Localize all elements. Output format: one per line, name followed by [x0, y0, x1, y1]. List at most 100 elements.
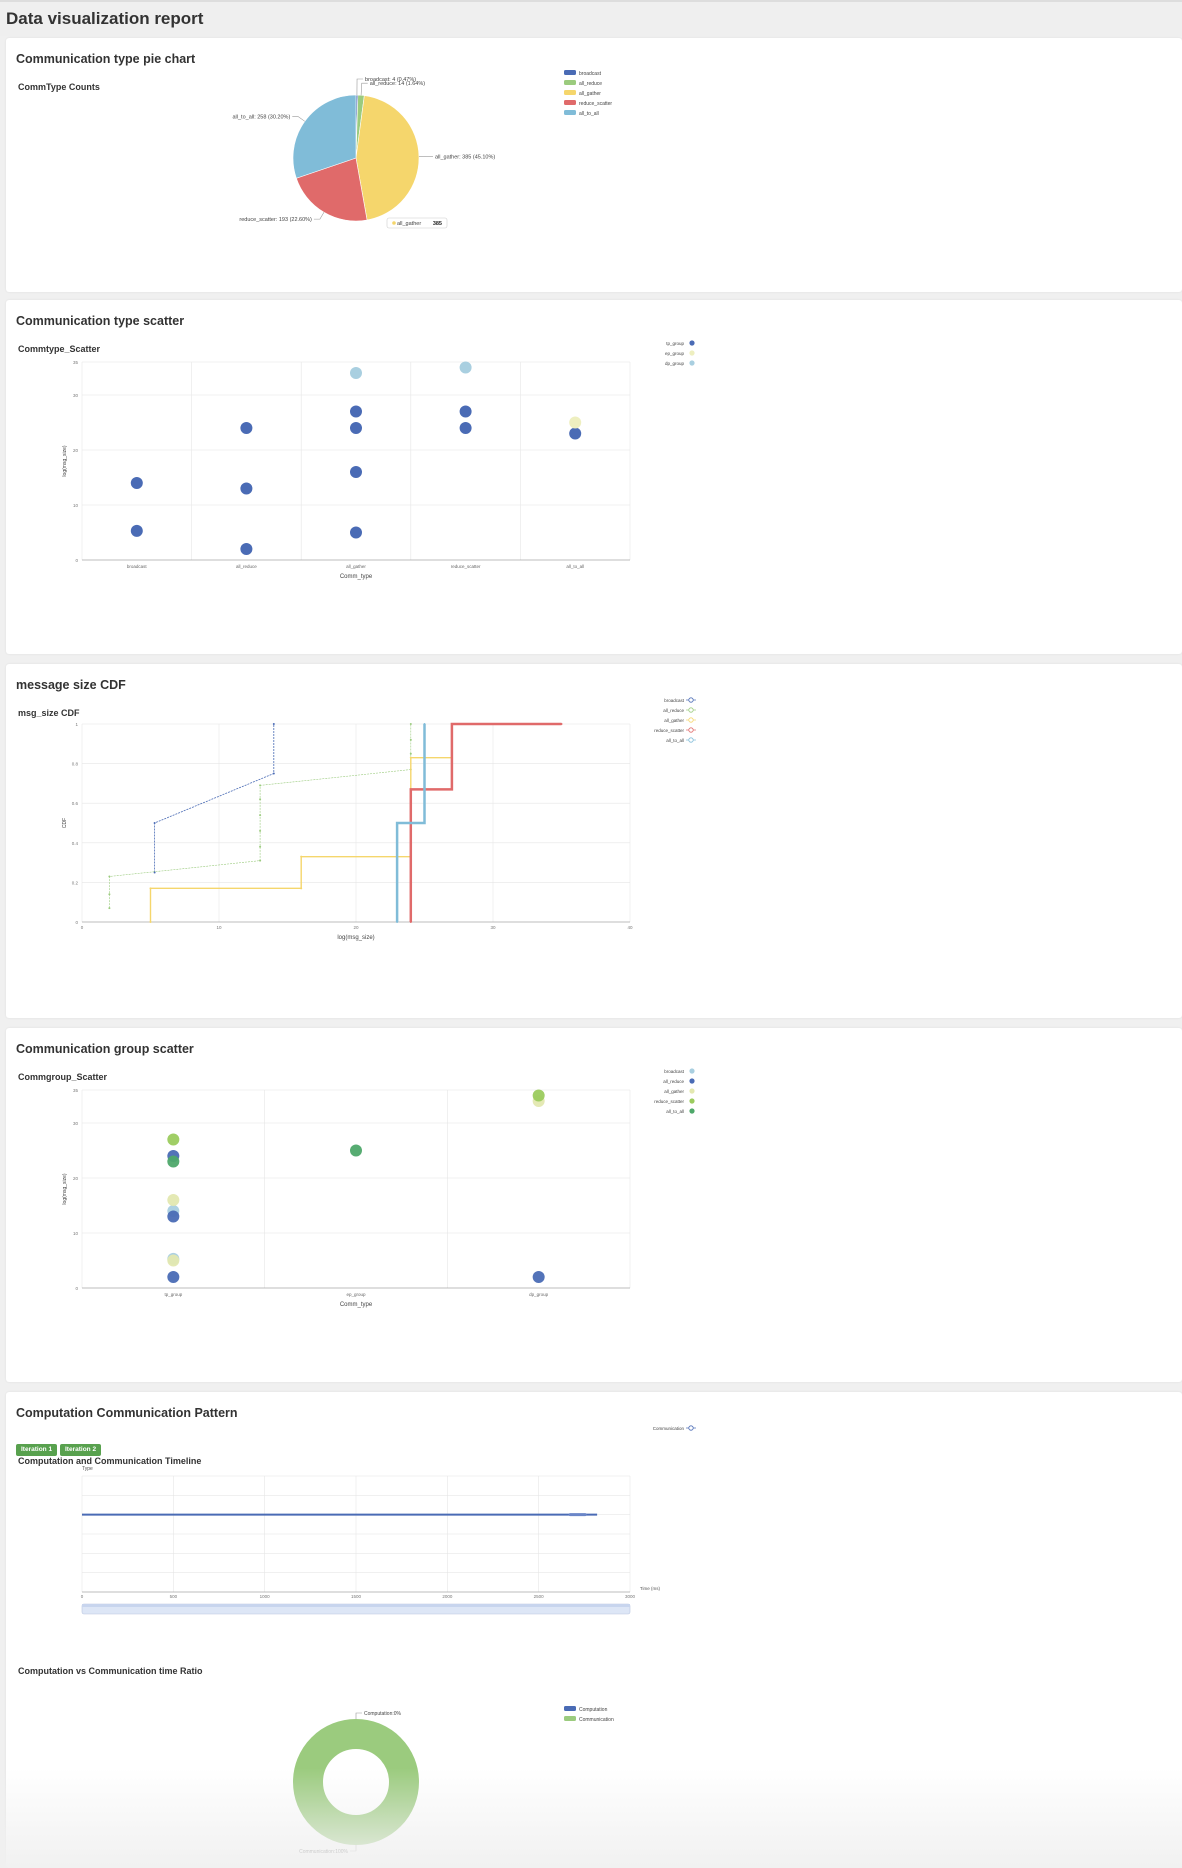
- iteration-2-button[interactable]: Iteration 2: [60, 1444, 102, 1456]
- scatter1-xtick: all_to_all: [566, 564, 584, 569]
- scatter1-xtick: broadcast: [127, 564, 148, 569]
- scatter2-point-all_reduce[interactable]: [167, 1210, 180, 1223]
- msg-size-cdf-chart[interactable]: 00.20.40.60.810 10 20 30 40log(msg_size)CDFb…: [6, 664, 1182, 1018]
- type-scatter-card: Communication type scatter Commtype_Scat…: [6, 300, 1182, 654]
- timeline-yaxis-name: Type: [82, 1466, 93, 1472]
- scatter1-ytick: 10: [73, 503, 79, 508]
- scatter1-point-ep_group[interactable]: [569, 416, 582, 429]
- cdf-ylabel: CDF: [62, 818, 68, 828]
- donut-label-line: [350, 1845, 357, 1852]
- cdf-line-all_gather[interactable]: [149, 723, 548, 922]
- cdf-point-all_to_all: [396, 822, 399, 824]
- scatter2-xtick: tp_group: [164, 1292, 182, 1297]
- comm-type-pie-chart[interactable]: broadcast: 4 (0.47%)all_reduce: 14 (1.64…: [6, 38, 1182, 292]
- comm-type-scatter-chart[interactable]: 0 10 20 30 35 broadcast all_reduce all_gather re…: [6, 300, 1182, 654]
- group-scatter-card: Communication group scatter Commgroup_Sc…: [6, 1028, 1182, 1382]
- scatter1-point-dp_group[interactable]: [350, 367, 362, 379]
- pie-legend-swatch: [564, 110, 576, 115]
- cdf-point-all_reduce: [409, 723, 412, 725]
- pie-tooltip: [386, 217, 448, 229]
- scatter2-ytick: 10: [73, 1231, 79, 1236]
- cdf-point-all_reduce: [259, 814, 262, 817]
- scatter2-legend-label: broadcast: [664, 1069, 685, 1074]
- pie-slice-all_gather[interactable]: [355, 95, 420, 221]
- scatter1-point-tp_group[interactable]: [459, 405, 472, 418]
- cdf-xtick: 10: [216, 925, 222, 930]
- cdf-point-all_gather: [300, 887, 303, 890]
- cdf-ytick: 1: [75, 722, 78, 727]
- cdf-point-reduce_scatter: [450, 788, 453, 791]
- ratio-title: Computation vs Communication time Ratio: [18, 1666, 203, 1676]
- scatter2-legend-dot: [689, 1098, 695, 1104]
- cdf-xlabel: log(msg_size): [337, 935, 374, 941]
- scatter2-ytick: 30: [73, 1121, 79, 1126]
- scatter1-point-tp_group[interactable]: [569, 427, 582, 440]
- scatter1-point-tp_group[interactable]: [350, 466, 362, 478]
- pie-chart-subtitle: CommType Counts: [18, 82, 100, 92]
- scatter2-point-reduce_scatter[interactable]: [532, 1089, 545, 1102]
- scatter1-point-tp_group[interactable]: [240, 482, 253, 495]
- pie-legend-swatch: [564, 70, 576, 75]
- pie-legend-label: broadcast: [579, 71, 602, 77]
- cdf-point-all_reduce: [259, 784, 262, 787]
- donut-label-line: [355, 1712, 362, 1719]
- scatter1-point-tp_group[interactable]: [130, 477, 143, 489]
- scatter1-point-tp_group[interactable]: [240, 543, 253, 555]
- donut-slice-Communication[interactable]: [293, 1719, 419, 1845]
- pie-tooltip-name: all_gather: [397, 221, 421, 227]
- cdf-line-broadcast[interactable]: [154, 724, 275, 873]
- scatter2-point-all_reduce[interactable]: [532, 1271, 545, 1283]
- cdf-line-reduce_scatter[interactable]: [409, 722, 562, 922]
- scatter2-legend-label: reduce_scatter: [654, 1099, 684, 1104]
- pie-legend-label: all_reduce: [579, 81, 602, 87]
- scatter1-xtick: all_reduce: [236, 564, 257, 569]
- cdf-point-broadcast: [153, 822, 156, 824]
- scatter2-point-all_gather[interactable]: [167, 1194, 180, 1206]
- scatter2-point-all_to_all[interactable]: [350, 1144, 362, 1157]
- timeline-xtick: 0: [81, 1594, 84, 1599]
- scatter1-point-tp_group[interactable]: [350, 422, 362, 434]
- cdf-xtick: 40: [627, 925, 633, 930]
- scatter1-legend-dot: [689, 360, 695, 366]
- scatter1-point-dp_group[interactable]: [459, 361, 472, 374]
- timeline-xtick: 2000: [442, 1594, 453, 1599]
- scatter1-ytick: 20: [73, 448, 79, 453]
- scatter1-ytick: 35: [73, 360, 79, 365]
- scatter2-point-all_gather[interactable]: [167, 1254, 180, 1267]
- scatter2-legend-dot: [689, 1088, 695, 1094]
- comm-group-scatter-chart[interactable]: 0 10 20 30 35 tp_group ep_group dp_group Comm_ty…: [6, 1028, 1182, 1382]
- scatter1-xtick: reduce_scatter: [451, 564, 481, 569]
- iteration-1-button[interactable]: Iteration 1: [16, 1444, 58, 1456]
- pie-legend-label: all_to_all: [579, 111, 599, 117]
- scatter1-point-tp_group[interactable]: [459, 422, 472, 434]
- donut-label-communication: Communication:100%: [299, 1849, 348, 1855]
- scatter1-point-tp_group[interactable]: [350, 526, 362, 539]
- scatter1-point-tp_group[interactable]: [350, 405, 362, 418]
- scatter2-point-all_reduce[interactable]: [167, 1271, 180, 1283]
- pie-slice-label: broadcast: 4 (0.47%): [365, 77, 416, 83]
- scatter1-point-tp_group[interactable]: [130, 524, 143, 537]
- scatter2-point-reduce_scatter[interactable]: [167, 1133, 180, 1146]
- scatter2-ylabel: log(msg_size): [62, 1173, 68, 1204]
- timeline-xtick: 3000: [625, 1594, 636, 1599]
- cdf-point-all_to_all: [423, 822, 426, 824]
- scatter2-ytick: 20: [73, 1176, 79, 1181]
- cdf-legend-marker: [688, 717, 694, 723]
- scatter1-point-tp_group[interactable]: [240, 422, 253, 434]
- scatter2-legend-dot: [689, 1068, 695, 1074]
- cdf-line-all_to_all[interactable]: [395, 724, 426, 922]
- cdf-ytick: 0: [75, 920, 78, 925]
- scatter1-legend-dot: [689, 340, 695, 346]
- cdf-point-all_gather: [149, 921, 152, 923]
- scatter2-legend-label: all_to_all: [666, 1109, 684, 1114]
- scatter2-xlabel: Comm_type: [340, 1302, 373, 1308]
- timeline-legend-marker: [688, 1425, 694, 1431]
- pie-slice-all_to_all[interactable]: [292, 94, 357, 179]
- type-scatter-subtitle: Commtype_Scatter: [18, 344, 101, 354]
- pie-tooltip-value: 385: [433, 221, 442, 227]
- scatter2-ytick: 35: [73, 1088, 79, 1093]
- pie-legend-swatch: [564, 80, 576, 85]
- pie-card-title: Communication type pie chart: [16, 52, 196, 66]
- scatter2-point-all_to_all[interactable]: [167, 1155, 180, 1168]
